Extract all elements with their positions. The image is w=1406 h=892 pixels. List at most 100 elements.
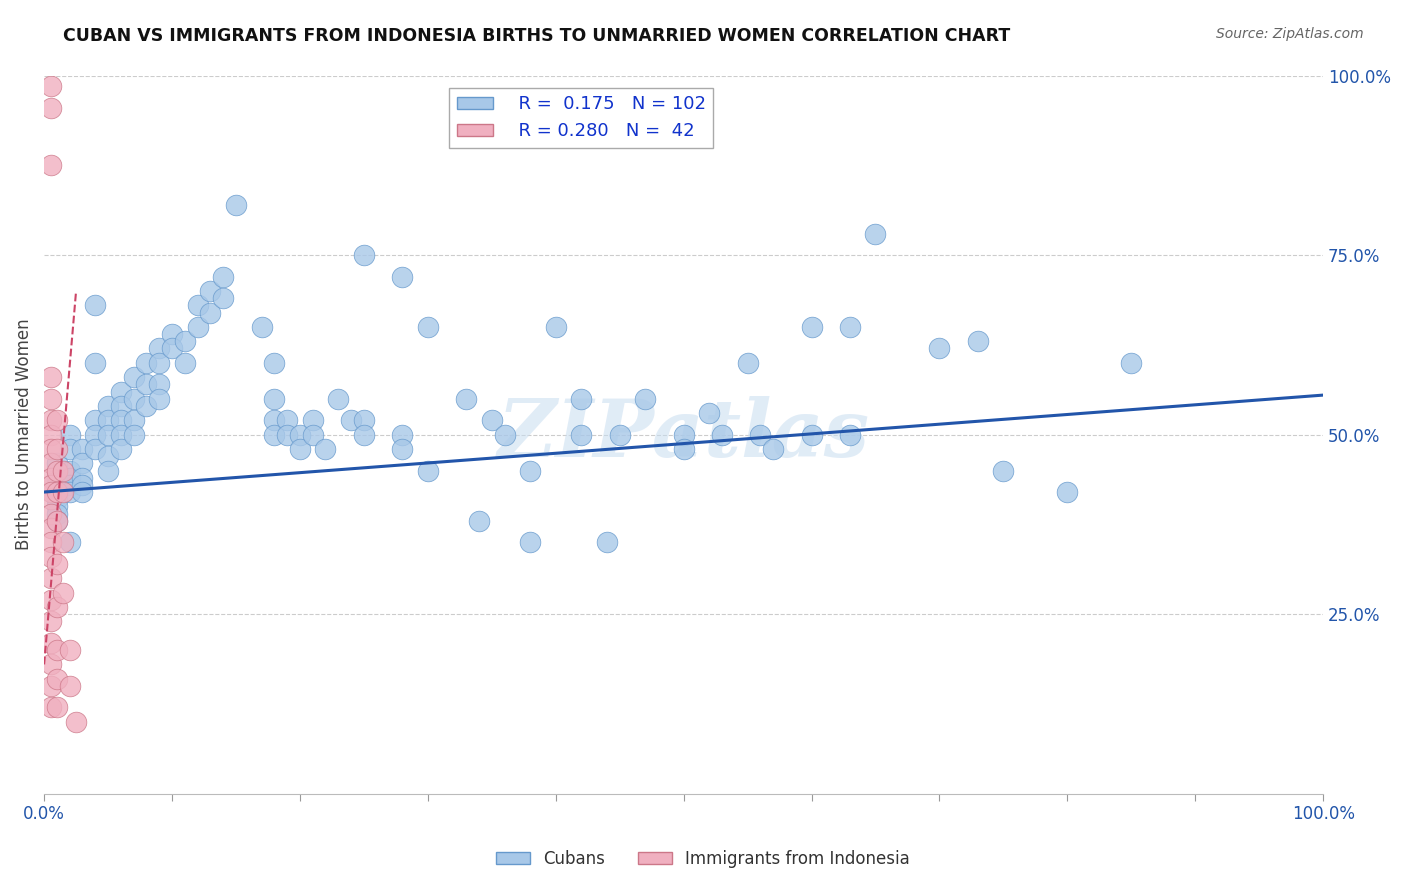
Point bbox=[45, 471, 67, 485]
Point bbox=[97, 449, 120, 463]
Point bbox=[110, 442, 132, 456]
Text: Source: ZipAtlas.com: Source: ZipAtlas.com bbox=[1216, 27, 1364, 41]
Point bbox=[288, 442, 311, 456]
Point bbox=[39, 492, 62, 507]
Point bbox=[672, 427, 695, 442]
Point bbox=[39, 636, 62, 650]
Point bbox=[39, 549, 62, 564]
Point bbox=[97, 399, 120, 413]
Point bbox=[39, 456, 62, 470]
Point bbox=[39, 442, 62, 456]
Point bbox=[148, 377, 170, 392]
Point bbox=[39, 79, 62, 94]
Point bbox=[45, 442, 67, 456]
Point bbox=[97, 463, 120, 477]
Point bbox=[39, 592, 62, 607]
Point bbox=[59, 463, 82, 477]
Point bbox=[39, 507, 62, 521]
Point bbox=[519, 463, 541, 477]
Point bbox=[52, 485, 75, 500]
Point bbox=[263, 356, 285, 370]
Point bbox=[468, 514, 491, 528]
Point bbox=[45, 557, 67, 571]
Point bbox=[45, 672, 67, 686]
Point bbox=[865, 227, 887, 241]
Point bbox=[135, 377, 157, 392]
Point bbox=[45, 643, 67, 657]
Point bbox=[762, 442, 785, 456]
Point bbox=[800, 319, 823, 334]
Point bbox=[97, 427, 120, 442]
Point bbox=[110, 413, 132, 427]
Point bbox=[45, 507, 67, 521]
Point bbox=[39, 392, 62, 406]
Point bbox=[45, 492, 67, 507]
Point bbox=[838, 427, 860, 442]
Point bbox=[39, 101, 62, 115]
Point bbox=[416, 319, 439, 334]
Point bbox=[212, 269, 235, 284]
Point bbox=[45, 514, 67, 528]
Point bbox=[39, 370, 62, 384]
Point bbox=[225, 198, 247, 212]
Point bbox=[200, 284, 222, 298]
Legend:   R =  0.175   N = 102,   R = 0.280   N =  42: R = 0.175 N = 102, R = 0.280 N = 42 bbox=[450, 88, 713, 147]
Point bbox=[301, 427, 323, 442]
Point bbox=[72, 456, 94, 470]
Point bbox=[353, 413, 375, 427]
Point bbox=[39, 571, 62, 585]
Point bbox=[800, 427, 823, 442]
Point bbox=[59, 471, 82, 485]
Point bbox=[122, 370, 145, 384]
Point bbox=[481, 413, 503, 427]
Point bbox=[39, 679, 62, 693]
Point bbox=[1121, 356, 1143, 370]
Text: CUBAN VS IMMIGRANTS FROM INDONESIA BIRTHS TO UNMARRIED WOMEN CORRELATION CHART: CUBAN VS IMMIGRANTS FROM INDONESIA BIRTH… bbox=[63, 27, 1011, 45]
Point bbox=[45, 478, 67, 492]
Point bbox=[456, 392, 478, 406]
Point bbox=[39, 521, 62, 535]
Point bbox=[39, 615, 62, 629]
Point bbox=[45, 599, 67, 614]
Point bbox=[84, 298, 107, 312]
Point bbox=[59, 478, 82, 492]
Point bbox=[328, 392, 350, 406]
Point bbox=[84, 356, 107, 370]
Point bbox=[122, 413, 145, 427]
Point bbox=[288, 427, 311, 442]
Point bbox=[187, 298, 209, 312]
Point bbox=[838, 319, 860, 334]
Point bbox=[110, 384, 132, 399]
Point bbox=[84, 427, 107, 442]
Point bbox=[84, 413, 107, 427]
Point bbox=[72, 485, 94, 500]
Point bbox=[52, 585, 75, 599]
Point bbox=[187, 319, 209, 334]
Point bbox=[634, 392, 657, 406]
Point bbox=[65, 714, 87, 729]
Point bbox=[72, 478, 94, 492]
Point bbox=[148, 342, 170, 356]
Point bbox=[148, 356, 170, 370]
Point bbox=[45, 500, 67, 514]
Point bbox=[250, 319, 273, 334]
Point bbox=[45, 514, 67, 528]
Point bbox=[72, 442, 94, 456]
Point bbox=[416, 463, 439, 477]
Point bbox=[340, 413, 363, 427]
Point bbox=[45, 700, 67, 714]
Point bbox=[749, 427, 772, 442]
Point bbox=[45, 463, 67, 477]
Point bbox=[39, 471, 62, 485]
Point bbox=[494, 427, 516, 442]
Legend: Cubans, Immigrants from Indonesia: Cubans, Immigrants from Indonesia bbox=[489, 844, 917, 875]
Point bbox=[993, 463, 1015, 477]
Point bbox=[160, 342, 183, 356]
Point bbox=[59, 679, 82, 693]
Point bbox=[52, 463, 75, 477]
Point bbox=[519, 535, 541, 549]
Point bbox=[39, 427, 62, 442]
Point bbox=[59, 442, 82, 456]
Point bbox=[353, 248, 375, 262]
Point bbox=[315, 442, 337, 456]
